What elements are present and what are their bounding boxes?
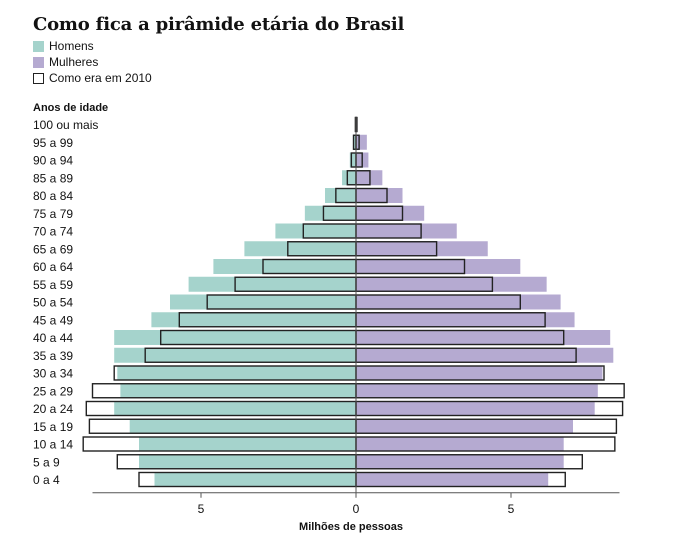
- category-label: 30 a 34: [33, 367, 73, 381]
- category-label: 85 a 89: [33, 171, 73, 185]
- bar-women: [356, 418, 573, 434]
- bar-women: [356, 188, 403, 203]
- category-label: 25 a 29: [33, 384, 73, 398]
- legend-label-men: Homens: [49, 39, 94, 53]
- bar-men: [170, 294, 356, 310]
- category-label: 40 a 44: [33, 331, 73, 345]
- x-tick-label: 5: [198, 502, 205, 516]
- bar-men: [114, 401, 356, 416]
- category-label: 75 a 79: [33, 207, 73, 221]
- category-label: 60 a 64: [33, 260, 73, 274]
- bar-men: [349, 152, 356, 168]
- bar-men: [120, 383, 357, 399]
- bar-men: [114, 347, 356, 363]
- legend-item-2010: Como era em 2010: [33, 70, 152, 86]
- category-label: 50 a 54: [33, 296, 73, 310]
- men-bars: [114, 117, 357, 487]
- bar-women: [356, 365, 603, 381]
- category-label: 15 a 19: [33, 420, 73, 434]
- legend-item-men: Homens: [33, 38, 152, 54]
- bar-women: [356, 401, 595, 416]
- category-label: 55 a 59: [33, 278, 73, 292]
- legend-swatch-2010: [33, 72, 44, 84]
- category-label: 5 a 9: [33, 455, 60, 469]
- category-label: 35 a 39: [33, 349, 73, 363]
- legend-label-women: Mulheres: [49, 55, 99, 69]
- category-label: 80 a 84: [33, 189, 73, 203]
- women-bars: [356, 117, 614, 487]
- bar-men: [188, 276, 356, 292]
- category-label: 90 a 94: [33, 154, 73, 168]
- bar-women: [356, 312, 575, 328]
- bar-women: [356, 223, 457, 239]
- bar-men: [342, 170, 356, 186]
- bar-women: [356, 347, 614, 363]
- bar-men: [117, 365, 356, 381]
- bar-men: [304, 205, 356, 221]
- category-label: 45 a 49: [33, 313, 73, 327]
- bar-women: [356, 454, 564, 470]
- bar-women: [356, 205, 425, 221]
- bar-men: [139, 436, 356, 452]
- bar-men: [151, 312, 356, 328]
- bar-women: [356, 259, 521, 274]
- bar-men: [325, 188, 356, 203]
- legend: Homens Mulheres Como era em 2010: [33, 38, 152, 86]
- bar-women: [356, 330, 611, 345]
- category-labels: 100 ou mais 95 a 99 90 a 94 85 a 89 80 a 84 7…: [33, 118, 98, 487]
- category-label: 10 a 14: [33, 438, 73, 452]
- y-axis-title: Anos de idade: [33, 102, 108, 114]
- legend-label-2010: Como era em 2010: [49, 71, 152, 85]
- bar-men: [154, 472, 356, 487]
- bar-men: [114, 330, 356, 345]
- bar-women: [356, 134, 367, 150]
- x-axis: 5 0 5: [92, 117, 620, 516]
- bar-men: [139, 454, 356, 470]
- x-tick-label: 5: [508, 502, 515, 516]
- bar-women: [356, 170, 383, 186]
- legend-swatch-women: [33, 56, 44, 68]
- chart-title: Como fica a pirâmide etária do Brasil: [33, 14, 405, 35]
- bar-men: [244, 241, 356, 257]
- category-label: 0 a 4: [33, 473, 60, 487]
- bar-men: [129, 418, 356, 434]
- category-label: 70 a 74: [33, 225, 73, 239]
- bar-women: [356, 276, 547, 292]
- category-label: 100 ou mais: [33, 118, 98, 132]
- x-axis-title: Milhões de pessoas: [299, 521, 403, 533]
- bar-women: [356, 383, 598, 399]
- x-tick-label: 0: [353, 502, 360, 516]
- legend-item-women: Mulheres: [33, 54, 152, 70]
- bar-men: [352, 134, 356, 150]
- bar-women: [356, 294, 561, 310]
- bar-men: [213, 259, 356, 274]
- category-label: 20 a 24: [33, 402, 73, 416]
- legend-swatch-men: [33, 40, 44, 52]
- category-label: 95 a 99: [33, 136, 73, 150]
- bar-women: [356, 472, 549, 487]
- bar-women: [356, 436, 564, 452]
- bar-women: [356, 241, 488, 257]
- bar-men: [275, 223, 356, 239]
- category-label: 65 a 69: [33, 242, 73, 256]
